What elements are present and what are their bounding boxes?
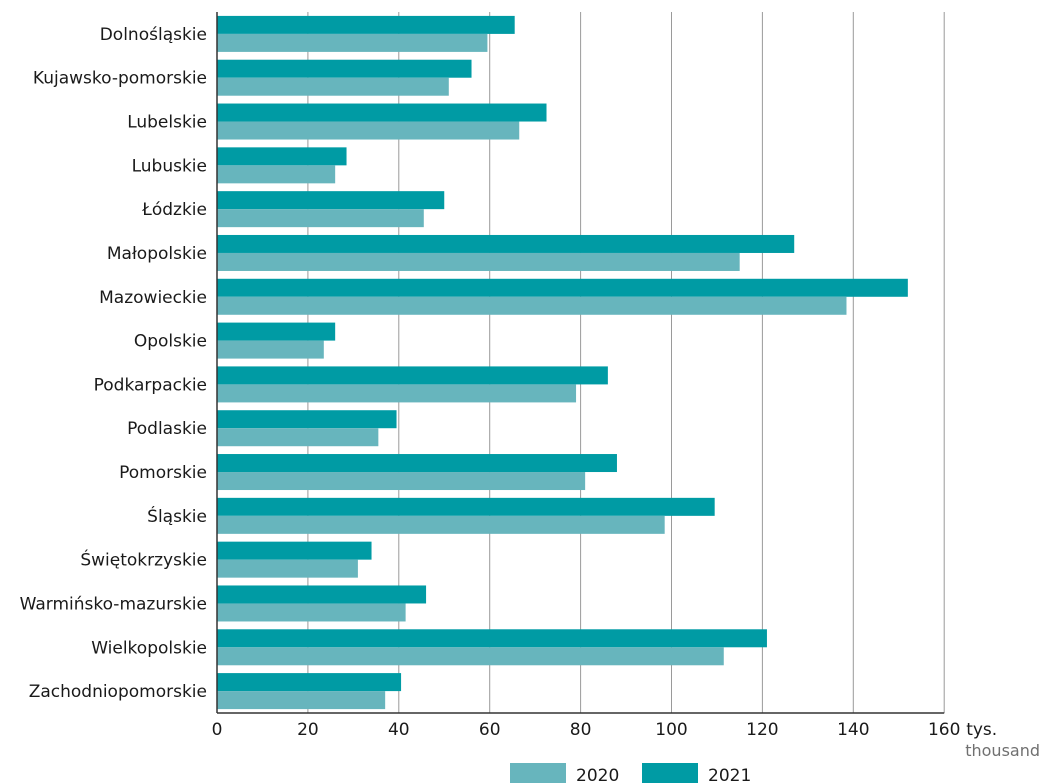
bar-2020-0: [217, 33, 488, 52]
bar-2021-6: [217, 278, 908, 297]
category-label-0: Dolnośląskie: [100, 25, 207, 45]
category-label-6: Mazowieckie: [99, 288, 207, 308]
category-label-8: Podkarpackie: [94, 375, 207, 395]
bar-2020-13: [217, 603, 406, 622]
bar-2020-15: [217, 691, 386, 710]
bar-2020-14: [217, 647, 724, 666]
bar-2021-10: [217, 454, 617, 473]
category-label-4: Łódzkie: [141, 200, 207, 220]
bar-2020-11: [217, 515, 665, 534]
bar-2021-3: [217, 147, 347, 166]
bar-2020-1: [217, 77, 449, 96]
legend: 2020 2021: [510, 763, 751, 783]
x-tick-label-0: 0: [212, 720, 223, 740]
bar-2021-13: [217, 585, 427, 604]
bar-2021-8: [217, 366, 608, 385]
bar-2021-11: [217, 497, 715, 516]
category-label-14: Wielkopolskie: [91, 638, 207, 658]
x-tick-labels: 0 20 40 60 80 100 120 140 160: [212, 720, 961, 740]
bar-2021-7: [217, 322, 336, 341]
category-label-3: Lubuskie: [132, 156, 207, 176]
category-label-7: Opolskie: [134, 332, 207, 352]
bar-2020-7: [217, 340, 324, 359]
bar-2020-6: [217, 296, 847, 315]
category-label-10: Pomorskie: [119, 463, 207, 483]
bars: [217, 15, 908, 710]
x-unit-label-english: thousand: [965, 741, 1040, 760]
bar-2020-4: [217, 209, 424, 228]
bar-2021-0: [217, 15, 515, 34]
bar-2020-2: [217, 121, 520, 140]
x-tick-label-60: 60: [479, 720, 501, 740]
legend-label-2021: 2021: [708, 766, 751, 783]
category-label-12: Świętokrzyskie: [80, 549, 207, 571]
bar-2021-2: [217, 103, 547, 122]
bar-2021-1: [217, 59, 472, 78]
bar-2020-10: [217, 472, 586, 491]
category-label-2: Lubelskie: [127, 113, 207, 133]
category-label-13: Warmińsko-mazurskie: [20, 594, 207, 614]
x-tick-label-100: 100: [655, 720, 687, 740]
x-tick-label-160: 160: [928, 720, 960, 740]
bar-2021-15: [217, 673, 402, 692]
category-label-11: Śląskie: [147, 505, 207, 527]
x-tick-label-80: 80: [570, 720, 592, 740]
bar-2021-12: [217, 541, 372, 560]
x-tick-label-40: 40: [388, 720, 410, 740]
category-label-1: Kujawsko-pomorskie: [33, 69, 207, 89]
legend-label-2020: 2020: [576, 766, 619, 783]
bar-2020-9: [217, 428, 379, 447]
legend-swatch-2021: [642, 763, 698, 783]
x-tick-label-140: 140: [837, 720, 869, 740]
bar-2020-5: [217, 252, 740, 271]
bar-2020-12: [217, 559, 358, 578]
category-label-15: Zachodniopomorskie: [29, 682, 207, 702]
x-tick-label-20: 20: [297, 720, 319, 740]
category-label-5: Małopolskie: [107, 244, 207, 264]
bar-2021-9: [217, 410, 397, 429]
legend-swatch-2020: [510, 763, 566, 783]
bar-2021-4: [217, 191, 445, 210]
category-label-9: Podlaskie: [127, 419, 207, 439]
bar-2021-5: [217, 234, 795, 253]
bar-2020-8: [217, 384, 577, 403]
category-labels: Dolnośląskie Kujawsko-pomorskie Lubelskie L…: [20, 25, 207, 702]
bar-2020-3: [217, 165, 336, 184]
x-unit-label: tys.: [966, 720, 997, 740]
x-tick-label-120: 120: [746, 720, 778, 740]
bar-2021-14: [217, 629, 767, 648]
